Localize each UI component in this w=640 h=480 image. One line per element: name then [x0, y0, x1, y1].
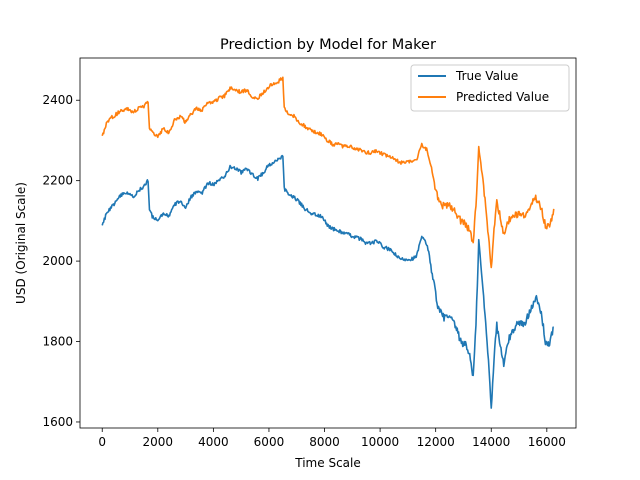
series-line-1 [101, 154, 555, 409]
y-tick-label: 1800 [42, 335, 73, 349]
x-tick-label: 16000 [528, 435, 566, 449]
plot-area [101, 76, 555, 409]
x-tick-label: 6000 [254, 435, 285, 449]
legend-label-2: Predicted Value [456, 90, 549, 104]
plot-frame [79, 57, 577, 429]
x-axis: 0 2000 4000 6000 8000 10000 12000 14000 16000 [98, 428, 566, 449]
y-axis-label: USD (Original Scale) [14, 182, 28, 304]
y-axis: 1600 1800 2000 2200 2400 [42, 93, 80, 429]
series-line-2 [101, 76, 555, 269]
y-tick-label: 1600 [42, 415, 73, 429]
legend-frame [410, 64, 570, 112]
x-tick-label: 10000 [361, 435, 399, 449]
y-tick-label: 2000 [42, 254, 73, 268]
legend: True Value Predicted Value [410, 64, 570, 112]
x-tick-label: 8000 [309, 435, 340, 449]
x-tick-label: 0 [98, 435, 106, 449]
x-tick-label: 4000 [198, 435, 229, 449]
y-tick-label: 2200 [42, 174, 73, 188]
x-tick-label: 14000 [472, 435, 510, 449]
x-tick-label: 12000 [417, 435, 455, 449]
legend-label-1: True Value [455, 69, 518, 83]
y-tick-label: 2400 [42, 93, 73, 107]
x-axis-label: Time Scale [294, 456, 360, 470]
series-layer [101, 76, 555, 409]
x-tick-label: 2000 [143, 435, 174, 449]
chart-title: Prediction by Model for Maker [220, 37, 436, 53]
